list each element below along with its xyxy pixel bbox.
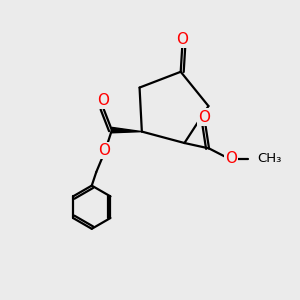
Text: O: O <box>176 32 188 47</box>
Text: O: O <box>198 110 210 125</box>
Text: O: O <box>225 151 237 166</box>
Text: O: O <box>98 143 110 158</box>
Text: CH₃: CH₃ <box>258 152 282 165</box>
Text: O: O <box>97 93 109 108</box>
Polygon shape <box>112 128 142 133</box>
